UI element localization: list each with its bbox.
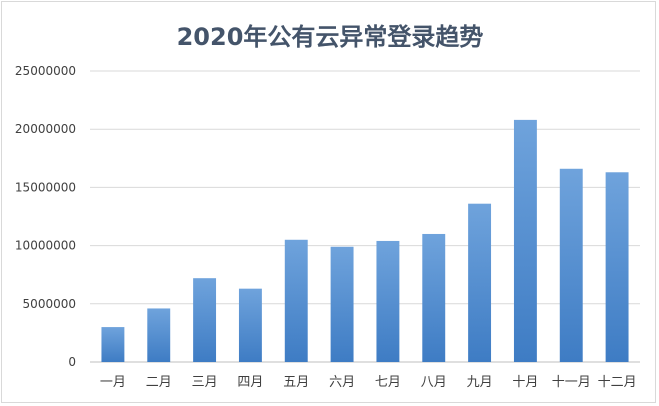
- x-tick-label: 九月: [467, 375, 493, 390]
- chart-title: 2020年公有云异常登录趋势: [177, 23, 484, 51]
- bar-11: [559, 168, 583, 362]
- bar-4: [238, 288, 262, 362]
- x-tick-label: 五月: [283, 375, 309, 390]
- bars: [101, 119, 629, 362]
- gridlines: [90, 70, 640, 363]
- x-tick-label: 二月: [146, 375, 172, 390]
- bar-10: [513, 119, 537, 362]
- bar-8: [422, 233, 446, 362]
- bar-7: [376, 240, 400, 362]
- x-tick-label: 十一月: [552, 375, 591, 390]
- bar-6: [330, 246, 354, 362]
- x-tick-label: 十二月: [598, 375, 637, 390]
- y-tick-label: 20000000: [15, 122, 76, 136]
- x-tick-label: 八月: [421, 375, 447, 390]
- x-tick-label: 十月: [512, 375, 538, 390]
- x-tick-label: 六月: [329, 375, 355, 390]
- bar-2: [147, 308, 171, 362]
- y-tick-label: 5000000: [23, 297, 76, 311]
- y-tick-label: 0: [68, 355, 76, 369]
- bar-5: [284, 239, 308, 362]
- x-axis-ticks: 一月 二月 三月 四月 五月 六月 七月 八月 九月 十月 十一月 十二月: [100, 375, 637, 390]
- bar-1: [101, 327, 125, 362]
- y-tick-label: 10000000: [15, 239, 76, 253]
- y-tick-label: 25000000: [15, 64, 76, 78]
- x-tick-label: 三月: [192, 375, 218, 390]
- bar-3: [193, 278, 217, 362]
- y-axis-ticks: 0 5000000 10000000 15000000 20000000 25000000: [15, 64, 76, 369]
- y-tick-label: 15000000: [15, 180, 76, 194]
- bar-9: [468, 203, 492, 362]
- bar-12: [605, 172, 629, 362]
- x-tick-label: 一月: [100, 375, 126, 390]
- x-tick-label: 七月: [375, 375, 401, 390]
- x-tick-label: 四月: [237, 375, 263, 390]
